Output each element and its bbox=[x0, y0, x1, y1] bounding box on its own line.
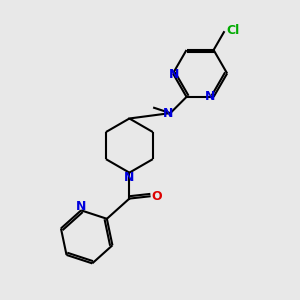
Text: N: N bbox=[205, 90, 215, 104]
Text: N: N bbox=[163, 106, 173, 120]
Text: N: N bbox=[124, 171, 135, 184]
Text: O: O bbox=[151, 190, 162, 203]
Text: N: N bbox=[169, 68, 180, 81]
Text: N: N bbox=[76, 200, 86, 213]
Text: Cl: Cl bbox=[226, 24, 239, 37]
